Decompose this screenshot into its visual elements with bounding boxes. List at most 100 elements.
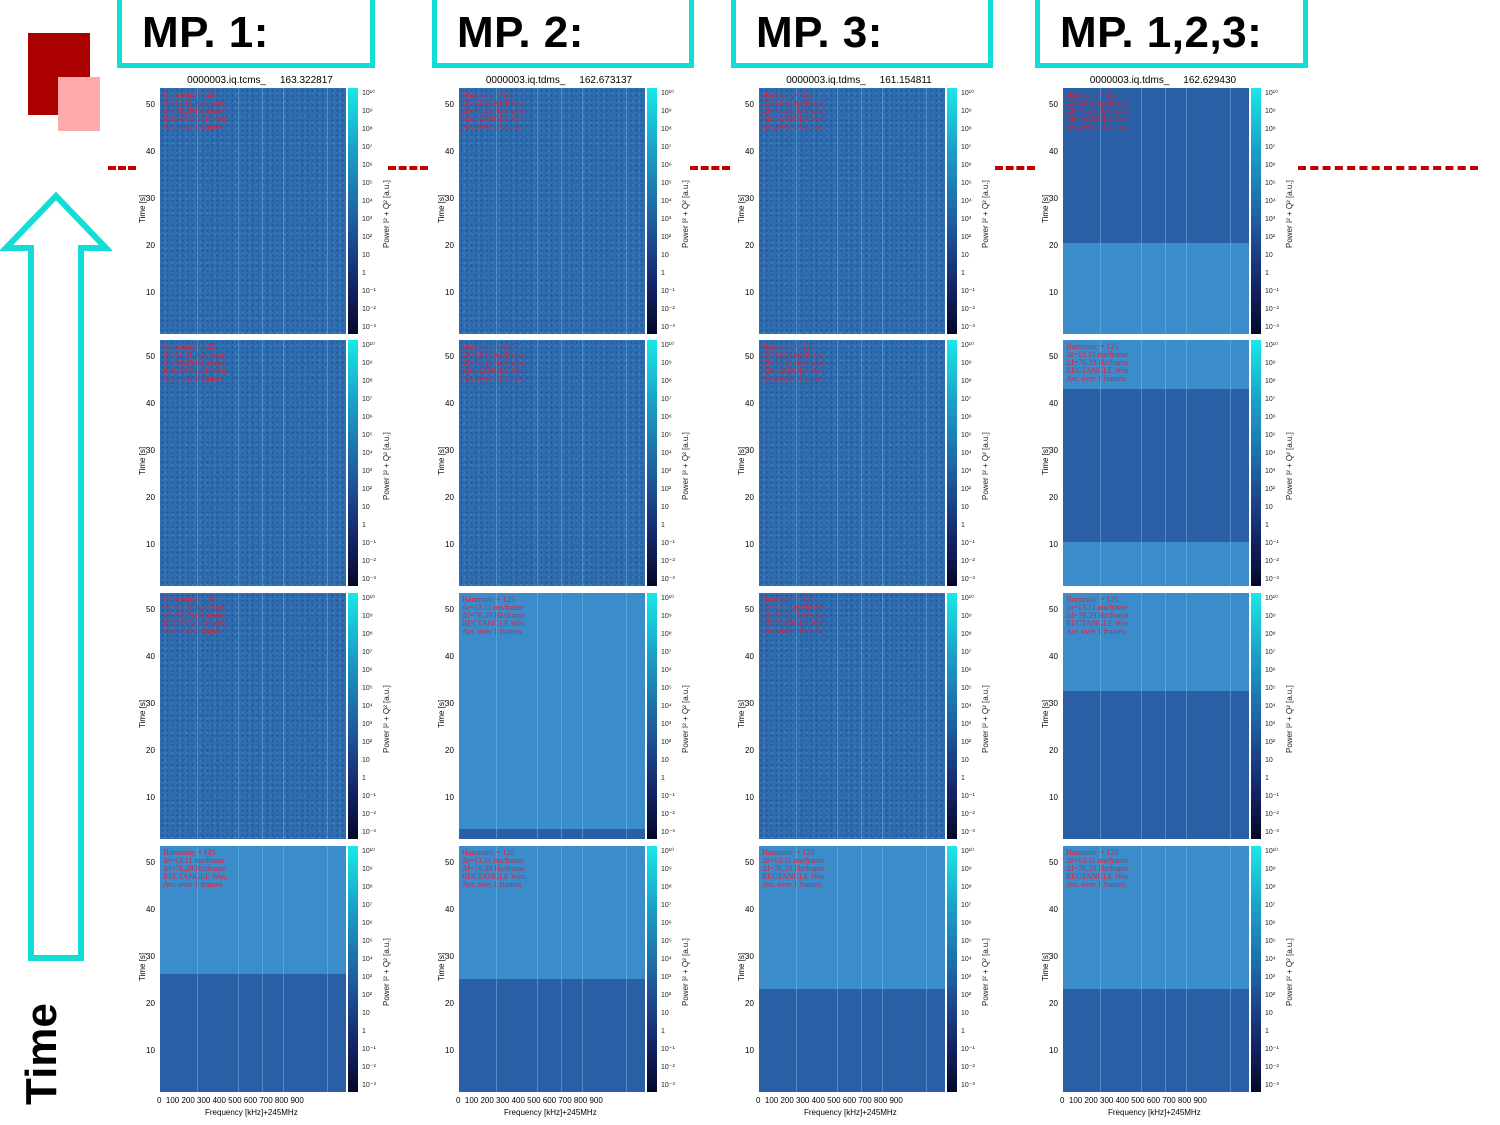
y-axis-label: Time [s] [737, 952, 746, 981]
y-tick-label: 20 [146, 241, 155, 250]
y-axis-label: Time [s] [737, 194, 746, 223]
spectral-line [626, 340, 628, 586]
y-tick-label: 20 [1049, 746, 1058, 755]
spectral-line [626, 593, 628, 839]
colorbar-tick: 10 [362, 1010, 370, 1017]
y-tick-label: 30 [445, 194, 454, 203]
spectrogram-image: Harmonic = 125 Δt=13.11 ms/frame Δf=76.2… [759, 846, 945, 1092]
colorbar-label: Power I² + Q² [a.u.] [1285, 180, 1294, 248]
y-axis-label: Time [s] [138, 699, 147, 728]
colorbar [348, 340, 358, 586]
y-tick-label: 50 [445, 858, 454, 867]
spectrogram-band-lower [160, 973, 346, 1092]
y-tick-label: 10 [445, 288, 454, 297]
colorbar-tick: 10⁴ [961, 198, 972, 205]
colorbar-label: Power I² + Q² [a.u.] [981, 938, 990, 1006]
colorbar-tick: 10⁵ [362, 685, 373, 692]
colorbar-tick: 10⁴ [961, 450, 972, 457]
y-tick-label: 50 [146, 352, 155, 361]
colorbar-tick: 10² [661, 486, 672, 493]
colorbar-tick: 10 [1265, 252, 1273, 259]
colorbar-tick: 10⁸ [661, 631, 672, 638]
colorbar-tick: 10 [661, 252, 669, 259]
plot-annotation: Harmonic = 125 Δt=13.11 ms/frame Δf=76.2… [1066, 342, 1131, 383]
colorbar-label: Power I² + Q² [a.u.] [382, 685, 391, 753]
spectrogram-image: Harmonic = 125 Δt=13.11 ms/frame Δf=76.2… [759, 88, 945, 334]
header-mp3: MP. 3: [731, 0, 993, 68]
time-axis-label: Time [17, 1003, 66, 1105]
colorbar-tick: 10 [362, 757, 370, 764]
spectral-line [238, 88, 240, 334]
colorbar-tick: 10⁻¹ [362, 1046, 376, 1053]
spectral-line [1165, 846, 1167, 1092]
colorbar-tick: 10⁻² [661, 811, 675, 818]
plot-annotation: Harmonic = 125 Δt=13.11 ms/frame Δf=76.2… [163, 342, 228, 383]
colorbar-tick: 10² [661, 234, 672, 241]
colorbar-tick: 1 [1265, 775, 1269, 782]
spectral-line [561, 593, 563, 839]
plot-annotation: Harmonic = 125 Δt=13.11 ms/frame Δf=76.2… [1066, 90, 1131, 131]
colorbar-tick: 10⁻¹ [1265, 793, 1279, 800]
colorbar-tick: 10⁸ [961, 884, 972, 891]
colorbar-tick: 1 [961, 1028, 965, 1035]
spectrogram-band-lower [459, 829, 645, 839]
spectrogram-band-upper [160, 846, 346, 974]
y-tick-label: 40 [445, 652, 454, 661]
spectral-line [238, 846, 240, 1092]
spectrogram-panel: Harmonic = 125 Δt=13.11 ms/frame Δf=76.2… [138, 340, 391, 586]
spectrogram-band-upper [459, 846, 645, 979]
colorbar-label: Power I² + Q² [a.u.] [681, 938, 690, 1006]
colorbar-tick: 10² [961, 486, 972, 493]
colorbar-tick: 10¹⁰ [961, 848, 974, 855]
y-tick-label: 40 [146, 652, 155, 661]
colorbar-tick: 10⁻² [661, 306, 675, 313]
spectral-line [262, 846, 264, 1092]
y-axis-label: Time [s] [1041, 194, 1050, 223]
spectrogram-band-lower [759, 988, 945, 1092]
y-tick-label: 20 [445, 493, 454, 502]
spectral-line [1230, 340, 1232, 586]
y-tick-label: 40 [445, 147, 454, 156]
x-axis-label: Frequency [kHz]+245MHz [804, 1108, 897, 1117]
colorbar-tick: 10⁻³ [362, 576, 376, 583]
y-tick-label: 30 [1049, 194, 1058, 203]
spectral-line [581, 593, 583, 839]
spectral-line [626, 846, 628, 1092]
spectrogram-band-upper [1063, 88, 1249, 243]
colorbar-tick: 10³ [1265, 468, 1276, 475]
spectrogram-band-lower [1063, 242, 1249, 334]
spectral-line [537, 846, 539, 1092]
colorbar-tick: 1 [661, 522, 665, 529]
colorbar-tick: 10⁹ [362, 360, 373, 367]
y-tick-label: 10 [445, 540, 454, 549]
colorbar-tick: 10² [661, 739, 672, 746]
colorbar-tick: 10⁴ [661, 450, 672, 457]
y-tick-label: 30 [146, 952, 155, 961]
plot-annotation: Harmonic = 125 Δt=13.11 ms/frame Δf=76.2… [762, 342, 827, 383]
spectral-line [1100, 593, 1102, 839]
y-tick-label: 40 [1049, 652, 1058, 661]
colorbar-tick: 10⁻¹ [362, 288, 376, 295]
colorbar-tick: 10⁻³ [961, 1082, 975, 1089]
colorbar-tick: 10⁷ [362, 649, 373, 656]
colorbar [647, 340, 657, 586]
colorbar-tick: 1 [961, 270, 965, 277]
y-tick-label: 20 [146, 493, 155, 502]
colorbar-tick: 10³ [1265, 216, 1276, 223]
spectrogram-image: Harmonic = 125 Δt=13.11 ms/frame Δf=76.2… [759, 593, 945, 839]
spectral-line [581, 340, 583, 586]
colorbar-tick: 10⁻¹ [661, 793, 675, 800]
y-tick-label: 20 [745, 999, 754, 1008]
spectrogram-panel: 0000003.iq.tdms_ 162.673137 Harmonic = 12… [437, 75, 690, 334]
colorbar-tick: 10⁵ [961, 180, 972, 187]
colorbar-tick: 10³ [961, 721, 972, 728]
colorbar-tick: 10³ [1265, 721, 1276, 728]
y-tick-label: 20 [745, 493, 754, 502]
spectrogram-panel: Harmonic = 125 Δt=13.11 ms/frame Δf=76.2… [437, 340, 690, 586]
spectral-line [1185, 593, 1187, 839]
y-axis-label: Time [s] [737, 446, 746, 475]
colorbar-tick: 10⁶ [362, 414, 373, 421]
colorbar-tick: 10⁹ [1265, 866, 1276, 873]
colorbar-tick: 10¹⁰ [961, 595, 974, 602]
colorbar-tick: 10⁹ [961, 108, 972, 115]
